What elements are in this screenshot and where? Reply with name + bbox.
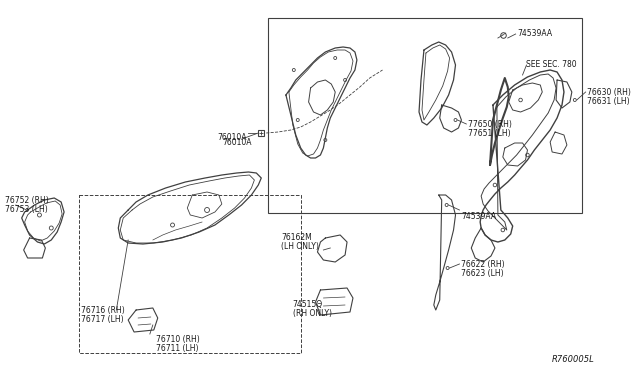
Text: 76753 (LH): 76753 (LH) <box>5 205 47 214</box>
Text: (RH ONLY): (RH ONLY) <box>293 309 332 318</box>
Text: 74515Q: 74515Q <box>293 300 323 309</box>
Text: 74539AA: 74539AA <box>461 212 497 221</box>
Text: 76622 (RH): 76622 (RH) <box>461 260 505 269</box>
Text: 77651 (LH): 77651 (LH) <box>468 129 511 138</box>
Text: 77650 (RH): 77650 (RH) <box>468 120 512 129</box>
Text: 76717 (LH): 76717 (LH) <box>81 315 124 324</box>
Text: 76630 (RH): 76630 (RH) <box>587 88 630 97</box>
Text: 76752 (RH): 76752 (RH) <box>5 196 49 205</box>
Text: 76162M: 76162M <box>281 233 312 242</box>
Text: R760005L: R760005L <box>552 355 595 364</box>
Bar <box>268 18 582 213</box>
Text: 76710 (RH): 76710 (RH) <box>156 335 200 344</box>
Text: (LH ONLY): (LH ONLY) <box>281 242 319 251</box>
Text: 76623 (LH): 76623 (LH) <box>461 269 504 278</box>
Text: SEE SEC. 780: SEE SEC. 780 <box>527 60 577 69</box>
Text: 76631 (LH): 76631 (LH) <box>587 97 629 106</box>
Text: 76010A: 76010A <box>222 138 252 147</box>
Text: 76716 (RH): 76716 (RH) <box>81 306 125 315</box>
Text: 76711 (LH): 76711 (LH) <box>156 344 198 353</box>
Text: 76010A: 76010A <box>217 133 246 142</box>
Text: 74539AA: 74539AA <box>518 29 553 38</box>
Bar <box>79 195 301 353</box>
